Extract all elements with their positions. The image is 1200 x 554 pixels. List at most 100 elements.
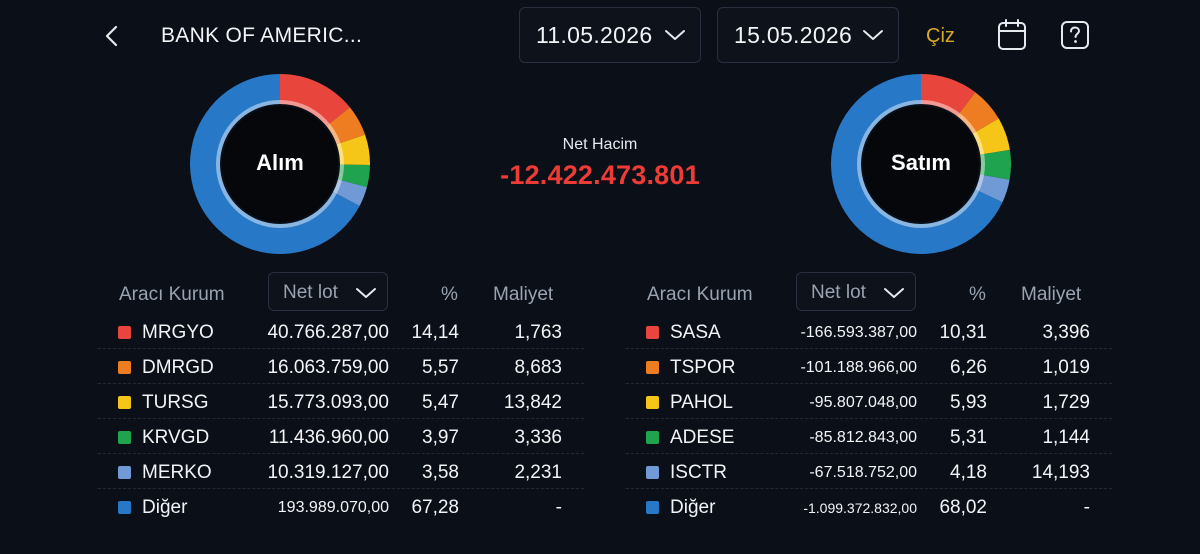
percent: 68,02 (939, 497, 987, 518)
back-chevron-icon[interactable] (100, 22, 126, 50)
help-icon[interactable] (1060, 20, 1090, 55)
cost: 3,396 (1042, 322, 1090, 343)
cost: 8,683 (514, 357, 562, 378)
broker-name: TSPOR (670, 357, 736, 378)
net-lot: -95.807.048,00 (809, 394, 917, 411)
start-date-dropdown[interactable]: 11.05.2026 (519, 7, 701, 63)
color-swatch (118, 396, 131, 409)
broker-name: ISCTR (670, 462, 727, 483)
buy-donut-chart (190, 74, 370, 254)
buy-donut-hole (222, 106, 338, 222)
net-lot: 11.436.960,00 (268, 427, 389, 448)
buy-lot-dropdown[interactable]: Net lot (268, 272, 388, 311)
chevron-down-icon (356, 288, 376, 298)
cost: - (1083, 497, 1090, 518)
page-title: BANK OF AMERIC... (161, 24, 363, 47)
percent: 5,93 (950, 392, 987, 413)
sell-lot-dropdown-label: Net lot (811, 282, 866, 303)
sell-table-row[interactable]: TSPOR -101.188.966,00 6,26 1,019 (626, 349, 1112, 384)
net-lot: 193.989.070,00 (277, 499, 389, 516)
end-date-value: 15.05.2026 (734, 21, 853, 48)
net-volume-value: -12.422.473.801 (500, 160, 700, 190)
percent: 3,58 (422, 462, 459, 483)
percent: 10,31 (939, 322, 987, 343)
buy-table-row[interactable]: KRVGD 11.436.960,00 3,97 3,336 (98, 419, 584, 454)
draw-button[interactable]: Çiz (926, 25, 955, 47)
broker-name: MRGYO (142, 322, 214, 343)
buy-lot-dropdown-label: Net lot (283, 282, 338, 303)
broker-name: MERKO (142, 462, 212, 483)
buy-table-row[interactable]: DMRGD 16.063.759,00 5,57 8,683 (98, 349, 584, 384)
percent: 5,31 (950, 427, 987, 448)
buy-pct-header: % (441, 284, 458, 305)
sell-broker-header: Aracı Kurum (647, 284, 753, 305)
cost: 3,336 (514, 427, 562, 448)
net-lot: 10.319.127,00 (267, 462, 389, 483)
broker-name: Diğer (142, 497, 188, 518)
buy-donut-inner-ring (216, 100, 344, 228)
chevron-down-icon (884, 288, 904, 298)
sell-donut-slice-tspor (957, 92, 999, 134)
color-swatch (118, 326, 131, 339)
color-swatch (646, 396, 659, 409)
chevron-down-icon (665, 30, 685, 40)
sell-cost-header: Maliyet (1021, 284, 1082, 305)
color-swatch (118, 361, 131, 374)
color-swatch (646, 501, 659, 514)
buy-donut-slice-mrgyo (280, 74, 350, 127)
cost: 1,144 (1042, 427, 1090, 448)
buy-donut-slice-dmrgd (326, 107, 366, 145)
sell-table-row[interactable]: ISCTR -67.518.752,00 4,18 14,193 (626, 454, 1112, 489)
net-lot: -101.188.966,00 (800, 359, 917, 376)
cost: 1,019 (1042, 357, 1090, 378)
sell-pct-header: % (969, 284, 986, 305)
sell-table-row[interactable]: ADESE -85.812.843,00 5,31 1,144 (626, 419, 1112, 454)
color-swatch (118, 431, 131, 444)
cost: 14,193 (1031, 462, 1090, 483)
sell-donut-label: Satım (891, 150, 951, 175)
sell-donut-hole (863, 106, 979, 222)
color-swatch (646, 466, 659, 479)
sell-table-row[interactable]: Diğer -1.099.372.832,00 68,02 - (626, 489, 1112, 524)
net-lot: -85.812.843,00 (809, 429, 917, 446)
broker-name: SASA (670, 322, 721, 343)
calendar-icon[interactable] (997, 18, 1027, 57)
percent: 4,18 (950, 462, 987, 483)
color-swatch (646, 361, 659, 374)
sell-donut-inner-ring (857, 100, 985, 228)
sell-donut-slice-isctr (975, 174, 1010, 203)
buy-donut-slice-merko (333, 179, 367, 206)
buy-donut-slice-diğer (190, 74, 360, 254)
broker-name: Diğer (670, 497, 716, 518)
sell-table-row[interactable]: SASA -166.593.387,00 10,31 3,396 (626, 314, 1112, 349)
sell-donut-slice-pahol (972, 118, 1010, 155)
chevron-down-icon (863, 30, 883, 40)
broker-name: PAHOL (670, 392, 734, 413)
net-lot: -166.593.387,00 (800, 324, 917, 341)
buy-table-row[interactable]: MRGYO 40.766.287,00 14,14 1,763 (98, 314, 584, 349)
sell-table-row[interactable]: PAHOL -95.807.048,00 5,93 1,729 (626, 384, 1112, 419)
sell-donut-slice-diğer (831, 74, 1003, 254)
net-lot: 40.766.287,00 (267, 322, 389, 343)
start-date-value: 11.05.2026 (536, 21, 653, 48)
buy-table-row[interactable]: Diğer 193.989.070,00 67,28 - (98, 489, 584, 524)
sell-donut-chart (831, 74, 1011, 254)
broker-name: DMRGD (142, 357, 214, 378)
cost: 1,729 (1042, 392, 1090, 413)
color-swatch (646, 431, 659, 444)
sell-lot-dropdown[interactable]: Net lot (796, 272, 916, 311)
percent: 6,26 (950, 357, 987, 378)
end-date-dropdown[interactable]: 15.05.2026 (717, 7, 899, 63)
buy-broker-header: Aracı Kurum (119, 284, 225, 305)
percent: 5,47 (422, 392, 459, 413)
buy-donut-slice-krvgd (337, 164, 370, 188)
net-volume-label: Net Hacim (562, 136, 638, 153)
percent: 3,97 (422, 427, 459, 448)
sell-donut-slice-sasa (921, 74, 976, 117)
cost: 1,763 (514, 322, 562, 343)
buy-table-row[interactable]: MERKO 10.319.127,00 3,58 2,231 (98, 454, 584, 489)
color-swatch (118, 466, 131, 479)
buy-table-row[interactable]: TURSG 15.773.093,00 5,47 13,842 (98, 384, 584, 419)
percent: 14,14 (411, 322, 459, 343)
cost: 2,231 (514, 462, 562, 483)
